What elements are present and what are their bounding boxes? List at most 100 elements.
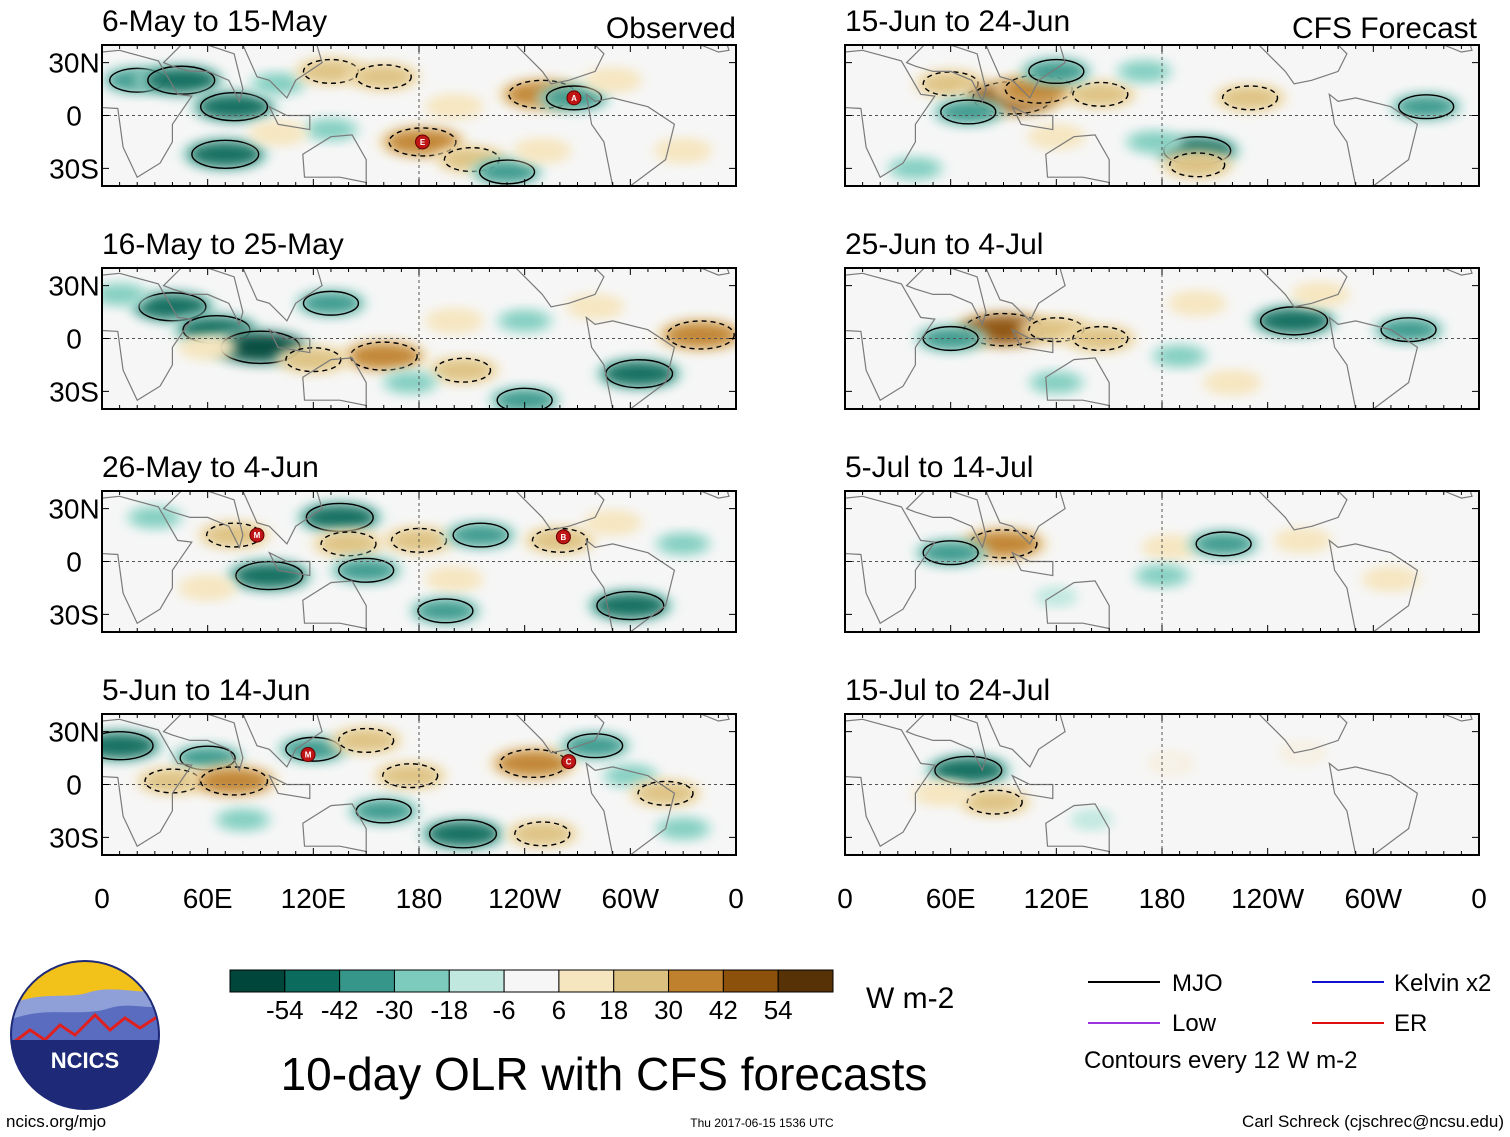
coastline — [515, 714, 605, 754]
footer-right: Carl Schreck (cjschrec@ncsu.edu) — [1242, 1112, 1504, 1131]
anomaly-core — [144, 67, 219, 93]
coastline — [1010, 774, 1054, 800]
coastline — [905, 45, 987, 104]
coastline — [665, 45, 730, 53]
coastline — [845, 495, 936, 625]
x-tick-label: 120E — [1024, 883, 1089, 914]
anomaly-core — [102, 285, 144, 304]
anomaly-core — [937, 101, 999, 123]
mjo-contour — [966, 789, 1023, 815]
coastline — [585, 315, 676, 409]
anomaly-core — [254, 124, 303, 143]
coastline — [242, 491, 323, 545]
coastlines — [102, 268, 730, 409]
coastline — [1408, 491, 1473, 499]
anomaly-core — [307, 120, 355, 139]
anomaly-core — [346, 343, 421, 369]
colorbar-tick: -54 — [266, 995, 304, 1025]
coastline — [905, 714, 987, 773]
anomaly-core — [196, 768, 272, 794]
anomaly-core — [588, 71, 637, 90]
anomaly-core — [1395, 95, 1457, 118]
colorbar-tick: 30 — [654, 995, 683, 1025]
anomaly-core — [353, 800, 415, 822]
legend-contour-note: Contours every 12 W m-2 — [1084, 1047, 1357, 1074]
colorbar-swatch — [284, 969, 341, 993]
y-tick-label: 30S — [49, 153, 99, 184]
legend-mjo-label: MJO — [1172, 970, 1223, 997]
anomaly-core — [1208, 373, 1257, 392]
colorbar-tick: -30 — [376, 995, 414, 1025]
coastline — [1258, 491, 1348, 531]
footer-left[interactable]: ncics.org/mjo — [6, 1112, 106, 1131]
colorbar-tick: 18 — [599, 995, 628, 1025]
anomaly-field — [124, 501, 714, 625]
anomaly-field — [911, 744, 1325, 829]
coastline — [1258, 45, 1348, 85]
anomaly-core — [1146, 538, 1195, 557]
coastline — [1328, 538, 1419, 632]
anomaly-core — [964, 791, 1026, 813]
y-tick-label: 30N — [48, 271, 99, 302]
coastline — [102, 718, 193, 848]
mjo-contour — [566, 733, 624, 759]
anomaly-core — [500, 311, 549, 330]
mjo-contour — [191, 139, 260, 169]
anomaly-core — [386, 373, 435, 392]
anomaly-core — [1378, 318, 1440, 341]
anomaly-core — [1074, 812, 1109, 827]
coastline — [1258, 714, 1348, 754]
anomaly-core — [588, 513, 637, 532]
mjo-contour — [969, 529, 1038, 559]
mjo-contour — [138, 292, 207, 322]
mjo-contour — [1195, 531, 1252, 557]
coastline — [302, 580, 367, 630]
coastline — [162, 491, 244, 550]
coastline — [1408, 45, 1473, 53]
x-tick-label: 60W — [1345, 883, 1403, 914]
anomaly-core — [430, 311, 479, 330]
footer-timestamp: Thu 2017-06-15 1536 UTC — [690, 1116, 834, 1130]
coastline — [1328, 761, 1419, 855]
anomaly-core — [496, 750, 571, 777]
anomaly-core — [188, 141, 263, 167]
panel-period: 5-Jun to 14-Jun — [102, 674, 310, 707]
x-axis-labels: 0 60E 120E 180 120W 60W 0 0 60E 120E 180 120W 60W 0 — [94, 883, 1487, 914]
coastline — [242, 714, 323, 768]
coastline — [985, 45, 1066, 99]
coastline — [267, 551, 311, 577]
colorbar-tick: 42 — [709, 995, 738, 1025]
y-tick-label: 30N — [48, 494, 99, 525]
panel-forecast-1: 25-Jun to 4-Jul — [844, 228, 1480, 410]
anomaly-core — [196, 93, 272, 120]
mjo-contour — [382, 763, 439, 789]
coastline — [665, 714, 730, 722]
colorbar-swatch — [229, 969, 286, 993]
mjo-contour — [235, 560, 304, 591]
ncics-logo: NCICS — [10, 960, 160, 1110]
mjo-contour — [666, 320, 735, 350]
colorbar-tick: -42 — [321, 995, 359, 1025]
x-tick-label: 60E — [926, 883, 976, 914]
legend-er-label: ER — [1394, 1010, 1427, 1037]
anomaly-core — [511, 823, 573, 845]
coastline — [515, 491, 605, 531]
mjo-contour — [496, 387, 553, 409]
anomaly-core — [183, 579, 232, 597]
anomaly-core — [494, 389, 556, 409]
coastline — [1408, 714, 1473, 722]
observed-label: Observed — [606, 12, 736, 45]
anomaly-core — [432, 359, 494, 382]
coastline — [102, 495, 193, 625]
anomaly-core — [353, 65, 415, 88]
mjo-contour — [940, 99, 997, 125]
legend: MJO Kelvin x2 Low ER Contours every 12 W… — [1084, 970, 1491, 1074]
coastline — [985, 491, 1066, 545]
anomaly-core — [1129, 133, 1178, 151]
storm-letter: M — [305, 751, 312, 760]
colorbar-tick: 6 — [552, 995, 566, 1025]
